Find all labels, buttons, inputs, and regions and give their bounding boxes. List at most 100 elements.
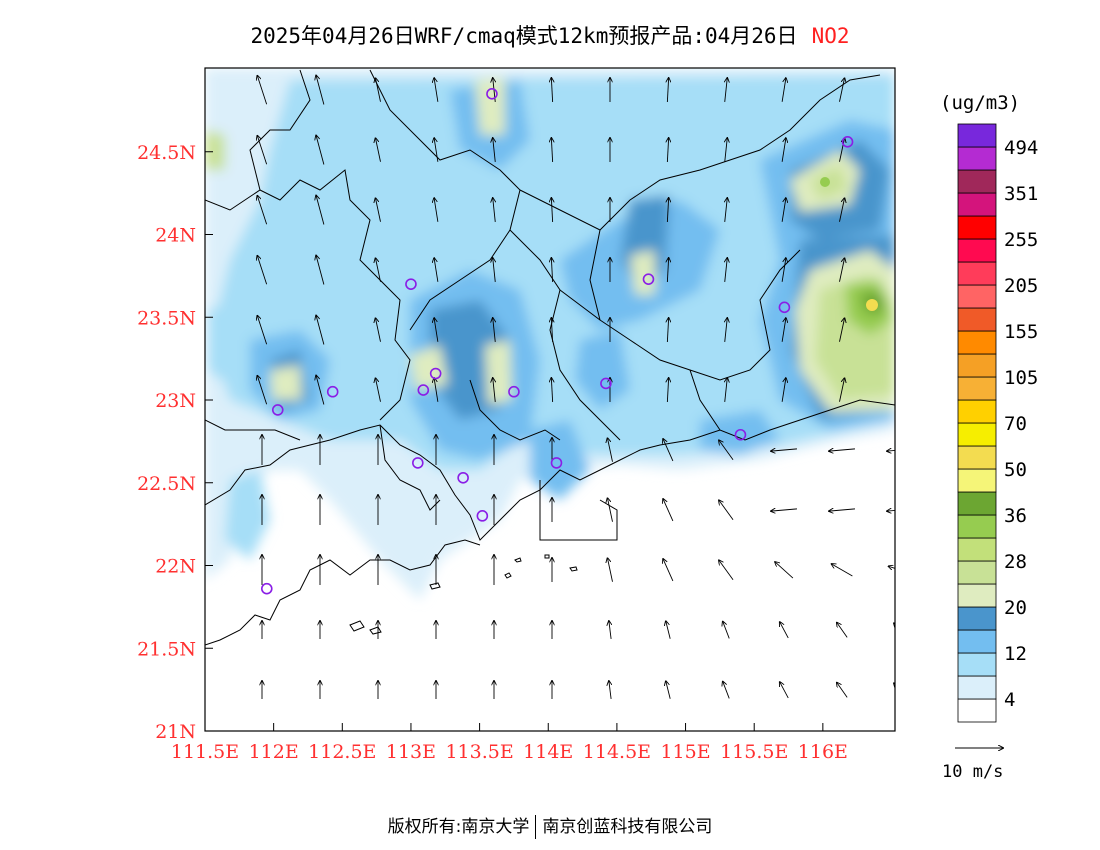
- station-marker: [841, 136, 854, 148]
- wind-arrow: [257, 196, 268, 225]
- lon-tick-label: 116E: [798, 741, 848, 763]
- legend-swatch: [957, 376, 997, 401]
- wind-arrow: [493, 318, 496, 342]
- station-marker: [508, 385, 520, 398]
- station-marker: [600, 377, 612, 390]
- wind-arrow: [781, 258, 786, 282]
- lon-tick-label: 115E: [660, 741, 710, 763]
- wind-arrow: [719, 440, 734, 460]
- wind-arrow: [829, 509, 855, 511]
- wind-arrow: [781, 378, 786, 402]
- legend-swatch: [957, 445, 997, 470]
- station-marker: [271, 404, 284, 416]
- station-marker: [412, 457, 424, 469]
- wind-arrow: [832, 564, 853, 577]
- wind-arrow: [897, 318, 903, 341]
- wind-arrow: [493, 258, 496, 282]
- wind-arrow: [839, 378, 845, 402]
- copyright-left: 版权所有:南京大学: [387, 817, 530, 837]
- legend-swatch: [957, 537, 997, 562]
- lon-axis: 111.5E 112E 112.5E 113E 113.5E 114E 114.5E 115E…: [171, 723, 848, 763]
- legend-label: 351: [1004, 183, 1038, 205]
- station-marker: [405, 278, 417, 290]
- legend-label: 205: [1004, 275, 1038, 297]
- wind-arrow: [608, 438, 613, 462]
- wind-arrow: [663, 499, 674, 522]
- wind-arrow: [771, 449, 797, 451]
- legend-swatch: [957, 330, 997, 355]
- wind-arrow: [897, 138, 903, 161]
- wind-arrow: [493, 378, 496, 402]
- legend-label: 155: [1004, 321, 1038, 343]
- wind-arrow: [257, 376, 268, 405]
- lat-axis: 24.5N 24N 23.5N 23N 22.5N 22N 21.5N 21N: [137, 142, 213, 743]
- wind-arrow: [663, 439, 674, 462]
- wind-arrow: [667, 258, 668, 283]
- legend-swatch: [957, 261, 997, 286]
- wind-arrow: [781, 138, 786, 162]
- lon-tick-label: 112E: [249, 741, 299, 763]
- wind-arrow: [887, 509, 895, 511]
- wind-arrow: [609, 681, 611, 699]
- legend-swatch: [957, 169, 997, 194]
- wind-arrow: [316, 256, 325, 285]
- title-pollutant: NO2: [811, 24, 850, 48]
- wind-arrow: [434, 198, 439, 222]
- wind-arrow: [839, 258, 845, 282]
- station-marker: [457, 471, 469, 484]
- legend-swatch: [957, 675, 997, 700]
- wind-arrow: [376, 258, 381, 282]
- legend-label: 105: [1004, 367, 1038, 389]
- station-marker: [429, 367, 442, 380]
- wind-arrow: [667, 198, 668, 223]
- station-marker: [476, 510, 489, 522]
- wind-arrow: [434, 318, 439, 342]
- wind-arrow: [839, 198, 845, 222]
- station-marker: [734, 428, 747, 441]
- wind-arrow: [316, 136, 325, 165]
- wind-arrow: [719, 560, 734, 580]
- map-title: 2025年04月26日WRF/cmaq模式12km预报产品:04月26日 NO2: [0, 20, 1100, 50]
- legend-label: 12: [1004, 643, 1027, 665]
- wind-arrow: [551, 138, 552, 163]
- legend-swatch: [957, 399, 997, 424]
- wind-arrow: [725, 258, 728, 282]
- wind-arrow: [551, 318, 552, 343]
- wind-arrow: [257, 256, 268, 285]
- legend-label: 70: [1004, 413, 1027, 435]
- wind-arrow: [376, 318, 381, 342]
- wind-arrow: [551, 198, 552, 223]
- wind-arrow: [257, 76, 268, 105]
- wind-arrow: [771, 509, 797, 511]
- wind-arrow: [781, 198, 786, 222]
- wind-arrow: [839, 78, 845, 102]
- wind-arrow: [666, 681, 671, 699]
- legend-label: 255: [1004, 229, 1038, 251]
- wind-arrow: [897, 78, 903, 101]
- wind-arrow: [434, 78, 439, 102]
- wind-arrow: [667, 138, 668, 163]
- legend-swatch: [957, 606, 997, 631]
- wind-arrow: [839, 138, 845, 162]
- legend-swatch: [957, 284, 997, 309]
- wind-arrow: [781, 78, 786, 102]
- legend-label: 50: [1004, 459, 1027, 481]
- legend-swatch: [957, 238, 997, 263]
- wind-arrow: [663, 559, 674, 582]
- legend-swatch: [957, 491, 997, 516]
- legend-label: 28: [1004, 551, 1027, 573]
- islands: [349, 554, 578, 635]
- wind-arrow: [897, 258, 903, 281]
- station-marker: [417, 384, 430, 396]
- wind-arrow: [725, 138, 728, 162]
- legend-swatch: [957, 468, 997, 493]
- wind-arrow: [376, 138, 381, 162]
- wind-arrow: [551, 258, 552, 283]
- wind-arrow: [897, 198, 903, 221]
- title-main: 2025年04月26日WRF/cmaq模式12km预报产品:04月26日: [250, 24, 798, 48]
- legend-swatch: [957, 652, 997, 677]
- station-marker: [778, 301, 791, 314]
- lat-tick-label: 22N: [155, 556, 196, 578]
- station-marker: [326, 385, 339, 398]
